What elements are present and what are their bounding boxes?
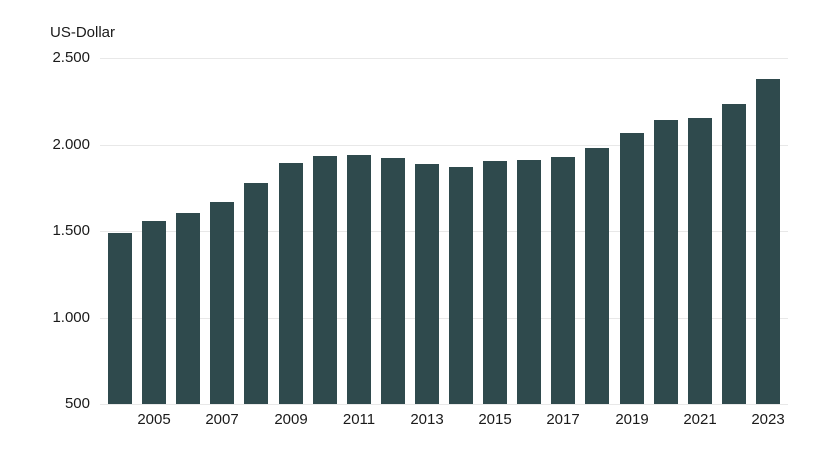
x-tick-label-2013: 2013 [410,411,444,428]
y-tick-label: 1.500 [52,222,90,239]
bar-2006[interactable] [176,213,200,404]
bar-2019[interactable] [620,133,644,404]
bar-2018[interactable] [585,148,609,404]
bar-2012[interactable] [381,158,405,404]
bar-2008[interactable] [244,183,268,404]
bar-2017[interactable] [551,157,575,404]
x-tick-label-2019: 2019 [615,411,649,428]
y-tick-label: 2.500 [52,49,90,66]
y-tick-label: 1.000 [52,309,90,326]
x-tick-label-2007: 2007 [205,411,239,428]
gridline-1.000 [100,318,788,319]
gridline-500 [100,404,788,405]
x-tick-label-2017: 2017 [546,411,580,428]
y-tick-label: 2.000 [52,136,90,153]
x-tick-label-2009: 2009 [274,411,308,428]
bar-2015[interactable] [483,161,507,404]
bar-2009[interactable] [279,163,303,404]
y-axis-unit-label: US-Dollar [50,24,116,41]
x-tick-label-2021: 2021 [683,411,717,428]
x-tick-label-2011: 2011 [342,411,376,428]
gridline-2.000 [100,145,788,146]
x-tick-label-2023: 2023 [751,411,785,428]
gridline-1.500 [100,231,788,232]
gridline-2.500 [100,58,788,59]
bar-2007[interactable] [210,202,234,404]
x-tick-label-2005: 2005 [137,411,171,428]
bar-2004[interactable] [108,233,132,404]
bar-2014[interactable] [449,167,473,404]
bar-2021[interactable] [688,118,712,404]
y-tick-label: 500 [64,395,90,412]
bar-2020[interactable] [654,120,678,404]
bar-2016[interactable] [517,160,541,404]
bar-2013[interactable] [415,164,439,404]
bar-2023[interactable] [756,79,780,404]
bar-2005[interactable] [142,221,166,404]
bar-2011[interactable] [347,155,371,404]
bar-2010[interactable] [313,156,337,404]
bar-2022[interactable] [722,104,746,404]
x-tick-label-2015: 2015 [478,411,512,428]
